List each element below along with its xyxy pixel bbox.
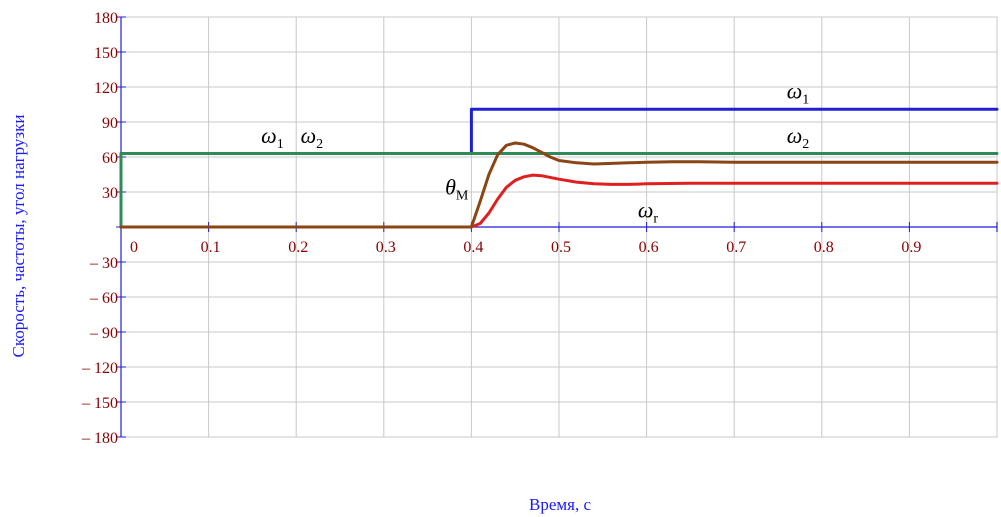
curve-label: ω1 [787, 79, 810, 108]
y-tick-label: 60 [102, 150, 118, 167]
x-tick-label: 0.1 [201, 239, 221, 256]
y-tick-label: 90 [102, 115, 118, 132]
curve-label: θM [445, 174, 469, 203]
y-tick-label: 150 [94, 45, 118, 62]
y-tick-label: – 30 [89, 255, 118, 272]
series-line [119, 173, 999, 229]
y-tick-label: – 120 [81, 360, 118, 377]
x-tick-label: 0.4 [463, 239, 483, 256]
x-axis-title: Время, с [529, 495, 591, 514]
curve-label: ω1 [261, 123, 284, 152]
curve-label: ω2 [787, 123, 810, 152]
x-tick-label: 0.7 [726, 239, 746, 256]
y-tick-label: – 150 [81, 395, 118, 412]
curve-label: ωr [638, 198, 659, 227]
x-tick-label: 0.2 [288, 239, 308, 256]
y-tick-label: 30 [102, 185, 118, 202]
x-tick-label: 0.8 [814, 239, 834, 256]
y-tick-label: – 90 [89, 325, 118, 342]
tick-labels: 180 150 120 90 60 30 – 30 – 60 – 90 – 120 – 150 – 1… [81, 10, 921, 447]
x-tick-label: 0.6 [639, 239, 659, 256]
x-tick-label: 0.3 [376, 239, 396, 256]
x-tick-label: 0.9 [901, 239, 921, 256]
y-tick-label: 180 [94, 10, 118, 27]
curve-label: ω2 [301, 123, 324, 152]
series-line [119, 141, 999, 229]
x-tick-label: 0.5 [551, 239, 571, 256]
series-line [119, 152, 999, 229]
x-tick-label: 0 [130, 239, 138, 256]
y-tick-label: – 180 [81, 430, 118, 447]
series [119, 107, 999, 229]
y-tick-label: – 60 [89, 290, 118, 307]
y-tick-label: 120 [94, 80, 118, 97]
grid [120, 16, 998, 438]
y-axis-title: Скорость, частоты, угол нагрузки [9, 115, 28, 358]
annotations: ω1 ω2 ω1 ω2 θM ωr [261, 79, 809, 227]
